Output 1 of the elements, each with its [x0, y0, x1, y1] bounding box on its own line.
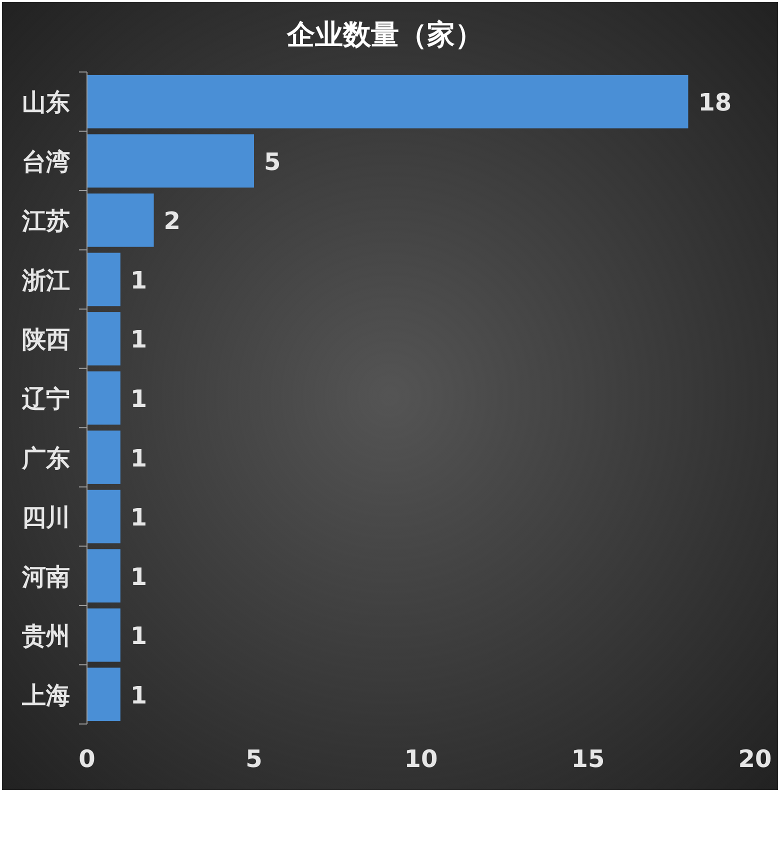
title: 企业数量（家）: [287, 18, 483, 51]
